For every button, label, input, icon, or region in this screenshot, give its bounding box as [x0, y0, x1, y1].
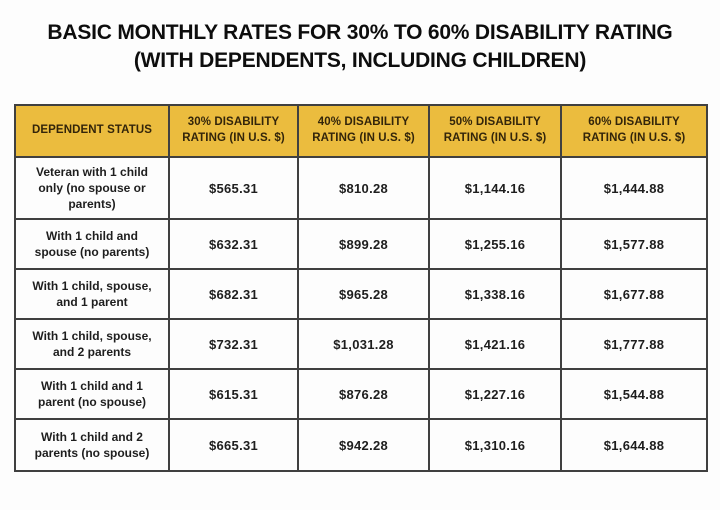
rate-cell: $632.31	[168, 218, 299, 270]
rates-table: DEPENDENT STATUS 30% DISABILITY RATING (…	[14, 104, 708, 472]
title-line-2: (WITH DEPENDENTS, INCLUDING CHILDREN)	[133, 48, 587, 72]
col-header-dependent-status: DEPENDENT STATUS	[14, 104, 170, 158]
table-row: With 1 child, spouse, and 1 parent $682.…	[14, 268, 708, 320]
rate-cell: $1,310.16	[428, 418, 562, 472]
rate-cell: $1,677.88	[560, 268, 708, 320]
rate-cell: $1,144.16	[428, 156, 562, 220]
rate-cell: $965.28	[297, 268, 430, 320]
rate-cell: $1,777.88	[560, 318, 708, 370]
table-row: With 1 child and spouse (no parents) $63…	[14, 218, 708, 270]
table-row: With 1 child and 1 parent (no spouse) $6…	[14, 368, 708, 420]
rate-cell: $1,444.88	[560, 156, 708, 220]
rate-cell: $899.28	[297, 218, 430, 270]
row-status: With 1 child and spouse (no parents)	[14, 218, 170, 270]
table-row: Veteran with 1 child only (no spouse or …	[14, 156, 708, 220]
table-row: With 1 child, spouse, and 2 parents $732…	[14, 318, 708, 370]
header-row: DEPENDENT STATUS 30% DISABILITY RATING (…	[14, 104, 708, 158]
rate-cell: $1,255.16	[428, 218, 562, 270]
rate-cell: $1,544.88	[560, 368, 708, 420]
table-row: With 1 child and 2 parents (no spouse) $…	[14, 418, 708, 472]
row-status: With 1 child, spouse, and 2 parents	[14, 318, 170, 370]
col-header-40-percent: 40% DISABILITY RATING (IN U.S. $)	[297, 104, 430, 158]
rate-cell: $1,227.16	[428, 368, 562, 420]
row-status: Veteran with 1 child only (no spouse or …	[14, 156, 170, 220]
rate-cell: $665.31	[168, 418, 299, 472]
rate-cell: $876.28	[297, 368, 430, 420]
page-title: BASIC MONTHLY RATES FOR 30% TO 60% DISAB…	[0, 0, 720, 75]
rate-cell: $682.31	[168, 268, 299, 320]
rate-cell: $810.28	[297, 156, 430, 220]
col-header-50-percent: 50% DISABILITY RATING (IN U.S. $)	[428, 104, 562, 158]
col-header-30-percent: 30% DISABILITY RATING (IN U.S. $)	[168, 104, 299, 158]
row-status: With 1 child, spouse, and 1 parent	[14, 268, 170, 320]
row-status: With 1 child and 2 parents (no spouse)	[14, 418, 170, 472]
title-line-1: BASIC MONTHLY RATES FOR 30% TO 60% DISAB…	[47, 21, 673, 44]
rate-cell: $732.31	[168, 318, 299, 370]
rate-cell: $615.31	[168, 368, 299, 420]
rate-cell: $1,577.88	[560, 218, 708, 270]
rate-cell: $942.28	[297, 418, 430, 472]
rate-cell: $1,644.88	[560, 418, 708, 472]
rate-cell: $1,031.28	[297, 318, 430, 370]
rate-cell: $565.31	[168, 156, 299, 220]
rate-cell: $1,421.16	[428, 318, 562, 370]
col-header-60-percent: 60% DISABILITY RATING (IN U.S. $)	[560, 104, 708, 158]
row-status: With 1 child and 1 parent (no spouse)	[14, 368, 170, 420]
rate-cell: $1,338.16	[428, 268, 562, 320]
